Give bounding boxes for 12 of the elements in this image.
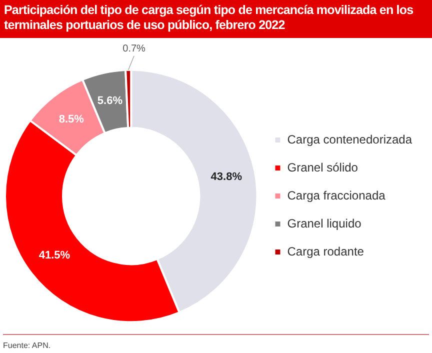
data-label: 43.8% <box>210 171 242 184</box>
data-label: 41.5% <box>38 250 70 262</box>
data-label: 0.7% <box>122 44 146 55</box>
data-label: 8.5% <box>58 113 84 126</box>
legend-label: Carga rodante <box>287 244 364 258</box>
legend-label: Granel sólido <box>287 160 358 174</box>
chart-title: Participación del tipo de carga según tipo de mercancía movilizada en los terminales portuarios de uso público, febrero 2022 <box>0 0 432 38</box>
data-label: 5.6% <box>97 95 123 108</box>
legend-label: Granel liquido <box>287 216 362 230</box>
source-note: Fuente: APN. <box>3 341 51 350</box>
legend-label: Carga fraccionada <box>287 188 386 202</box>
legend-label: Carga contenedorizada <box>287 132 412 146</box>
